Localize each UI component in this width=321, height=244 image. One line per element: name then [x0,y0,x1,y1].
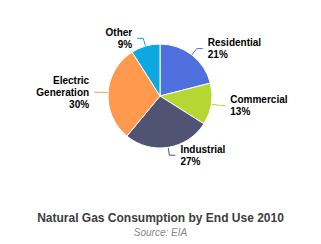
svg-text:Generation: Generation [36,87,89,98]
svg-text:Commercial: Commercial [230,94,287,105]
svg-text:Other: Other [106,27,133,38]
svg-text:30%: 30% [69,99,89,110]
svg-text:Electric: Electric [53,75,90,86]
svg-text:9%: 9% [118,39,133,50]
svg-text:13%: 13% [230,106,250,117]
svg-text:Source: EIA: Source: EIA [134,227,188,238]
svg-text:Residential: Residential [208,37,262,48]
svg-text:21%: 21% [208,49,228,60]
svg-text:27%: 27% [180,156,200,167]
svg-text:Natural Gas Consumption by End: Natural Gas Consumption by End Use 2010 [37,211,284,225]
svg-text:Industrial: Industrial [180,144,225,155]
